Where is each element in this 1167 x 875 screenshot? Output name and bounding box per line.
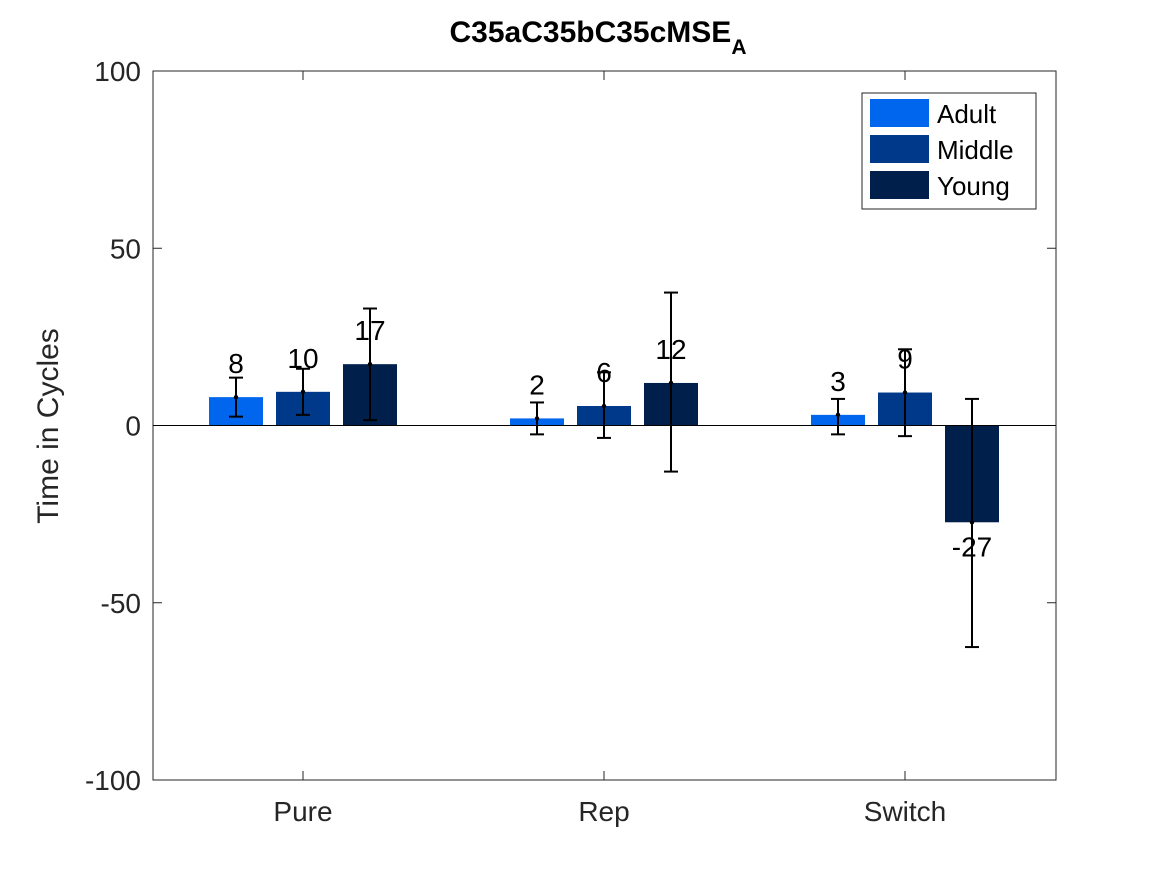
y-axis-label: Time in Cycles — [32, 328, 65, 524]
legend-swatch-young — [870, 171, 929, 199]
legend-label: Middle — [937, 135, 1014, 165]
error-center-dot — [233, 394, 239, 400]
error-center-dot — [367, 361, 373, 367]
error-center-dot — [969, 520, 975, 525]
error-center-dot — [902, 390, 908, 395]
y-tick-label: -50 — [101, 588, 141, 619]
data-label: 17 — [354, 315, 385, 346]
error-center-dot — [668, 380, 674, 386]
x-tick-label: Rep — [578, 796, 629, 827]
data-label: 6 — [596, 357, 612, 388]
legend-swatch-middle — [870, 135, 929, 163]
data-label: -27 — [952, 531, 992, 562]
data-label: 8 — [228, 348, 244, 379]
legend-swatch-adult — [870, 99, 929, 127]
y-tick-label: -100 — [85, 765, 141, 796]
data-label: 3 — [830, 366, 846, 397]
x-tick-label: Switch — [864, 796, 946, 827]
chart-title: C35aC35bC35cMSEA — [450, 16, 747, 59]
legend-label: Young — [937, 171, 1010, 201]
data-label: 12 — [655, 334, 686, 365]
error-center-dot — [534, 416, 540, 421]
data-label: 2 — [529, 369, 545, 400]
data-label: 9 — [897, 344, 913, 375]
x-tick-label: Pure — [273, 796, 332, 827]
error-center-dot — [300, 389, 306, 395]
y-tick-label: 100 — [94, 56, 141, 87]
data-label: 10 — [287, 343, 318, 374]
y-tick-label: 0 — [125, 411, 141, 442]
error-center-dot — [835, 412, 841, 418]
legend-label: Adult — [937, 99, 997, 129]
y-tick-label: 50 — [110, 233, 141, 264]
error-center-dot — [601, 403, 607, 409]
